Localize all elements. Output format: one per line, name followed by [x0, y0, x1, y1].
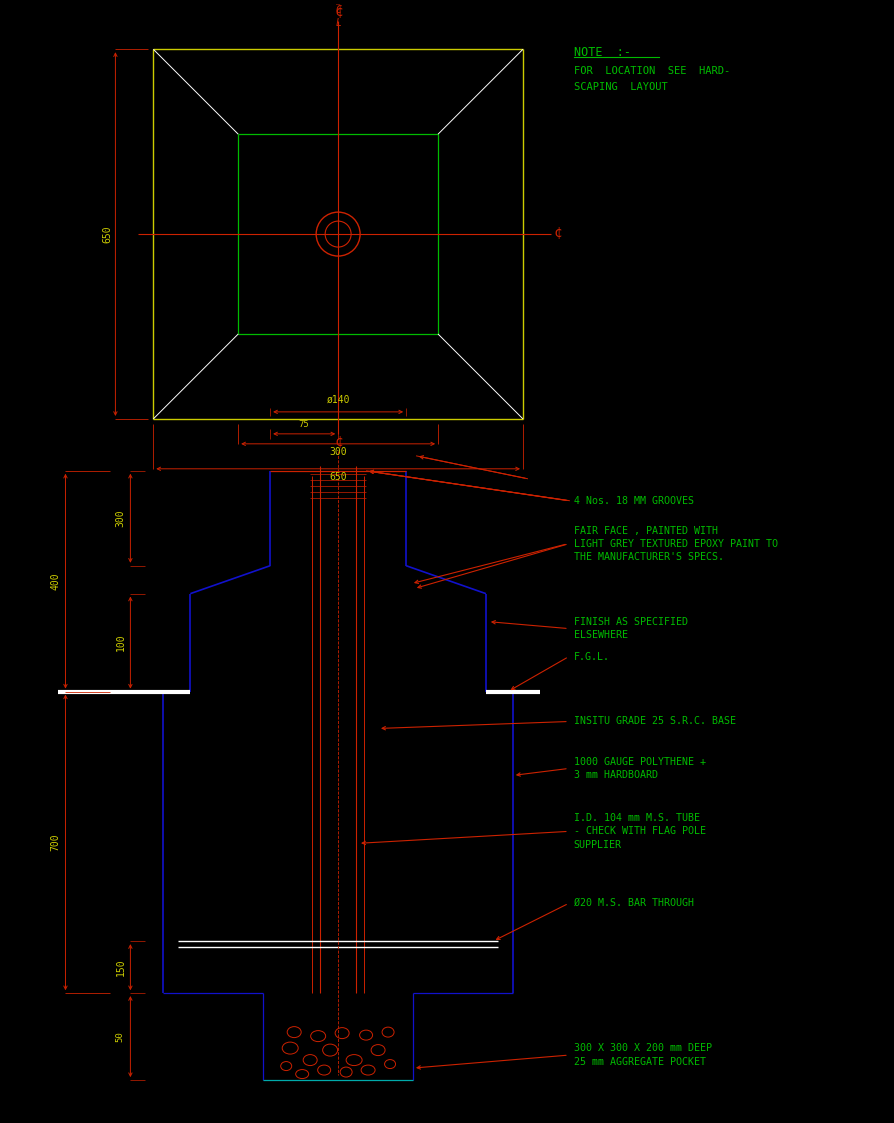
Text: 1000 GAUGE POLYTHENE +
3 mm HARDBOARD: 1000 GAUGE POLYTHENE + 3 mm HARDBOARD	[573, 757, 705, 780]
Text: 300: 300	[329, 447, 347, 457]
Text: ¢: ¢	[553, 226, 561, 240]
Text: 150: 150	[115, 958, 125, 976]
Text: INSITU GRADE 25 S.R.C. BASE: INSITU GRADE 25 S.R.C. BASE	[573, 716, 735, 727]
Text: I.D. 104 mm M.S. TUBE
- CHECK WITH FLAG POLE
SUPPLIER: I.D. 104 mm M.S. TUBE - CHECK WITH FLAG …	[573, 813, 705, 850]
Text: C: C	[335, 6, 341, 16]
Text: ¢: ¢	[334, 6, 343, 19]
Text: 400: 400	[50, 573, 61, 590]
Text: FOR  LOCATION  SEE  HARD-
SCAPING  LAYOUT: FOR LOCATION SEE HARD- SCAPING LAYOUT	[573, 66, 730, 92]
Text: 50: 50	[115, 1031, 125, 1042]
Text: 300 X 300 X 200 mm DEEP
25 mm AGGREGATE POCKET: 300 X 300 X 200 mm DEEP 25 mm AGGREGATE …	[573, 1043, 711, 1067]
Text: 650: 650	[102, 226, 113, 243]
Text: F.G.L.: F.G.L.	[573, 651, 609, 661]
Text: NOTE  :-: NOTE :-	[573, 46, 630, 60]
Text: —: —	[335, 1, 340, 8]
Text: Ø20 M.S. BAR THROUGH: Ø20 M.S. BAR THROUGH	[573, 898, 693, 909]
Text: 300: 300	[115, 510, 125, 527]
Text: 700: 700	[50, 833, 61, 851]
Text: 75: 75	[299, 420, 309, 429]
Text: 100: 100	[115, 633, 125, 651]
Text: ¢: ¢	[334, 435, 343, 449]
Text: 650: 650	[329, 472, 347, 482]
Text: L: L	[335, 18, 341, 28]
Text: FAIR FACE , PAINTED WITH
LIGHT GREY TEXTURED EPOXY PAINT TO
THE MANUFACTURER'S S: FAIR FACE , PAINTED WITH LIGHT GREY TEXT…	[573, 526, 777, 562]
Text: ø140: ø140	[326, 395, 350, 405]
Text: FINISH AS SPECIFIED
ELSEWHERE: FINISH AS SPECIFIED ELSEWHERE	[573, 617, 687, 640]
Text: 4 Nos. 18 MM GROOVES: 4 Nos. 18 MM GROOVES	[573, 495, 693, 505]
